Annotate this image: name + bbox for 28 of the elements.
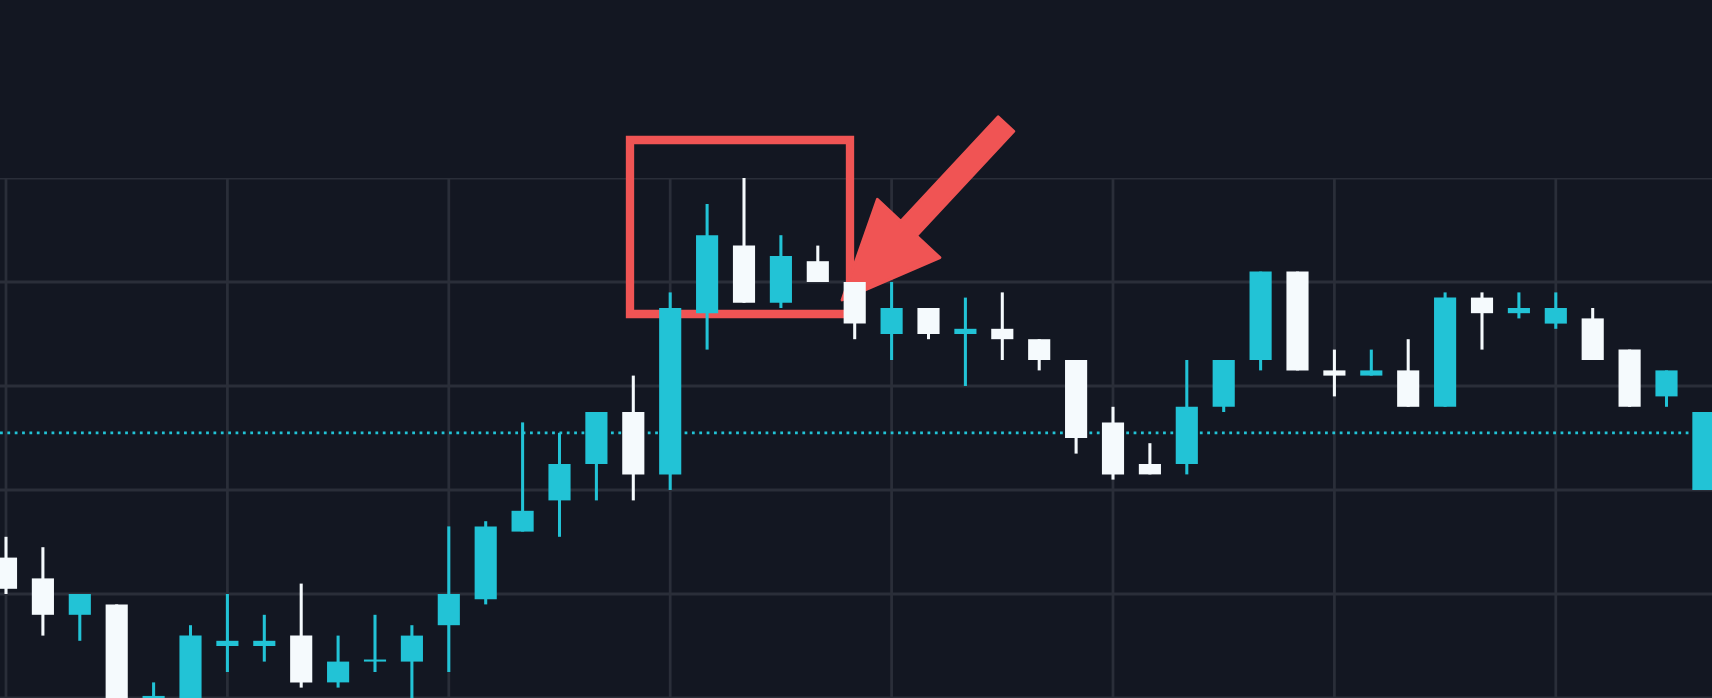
candlestick: [216, 592, 239, 674]
candlestick: [880, 280, 903, 362]
candlestick: [917, 306, 940, 341]
candlestick: [1360, 348, 1383, 378]
candlestick: [1028, 337, 1051, 372]
candlestick: [991, 290, 1014, 362]
candlestick: [142, 680, 165, 698]
candlestick: [437, 524, 460, 674]
candlestick: [253, 613, 276, 664]
candlestick: [1581, 306, 1604, 362]
candlestick: [290, 582, 313, 690]
candlestick: [1507, 290, 1530, 320]
candlestick: [843, 280, 866, 341]
candlestick: [1544, 290, 1567, 331]
candlestick: [954, 296, 977, 388]
candlestick: [363, 613, 387, 674]
candlestick: [1470, 290, 1494, 352]
candlestick: [327, 634, 350, 690]
candlestick: [806, 244, 829, 284]
candlestick: [1323, 348, 1346, 398]
candlestick: [1655, 368, 1678, 409]
candlestick: [31, 545, 54, 638]
candlestick: [68, 592, 91, 643]
candlestick: [1212, 358, 1235, 414]
candlestick: [769, 233, 792, 310]
candlestick: [1138, 441, 1161, 476]
candlestick: [400, 623, 423, 698]
candlestick: [1397, 337, 1420, 409]
